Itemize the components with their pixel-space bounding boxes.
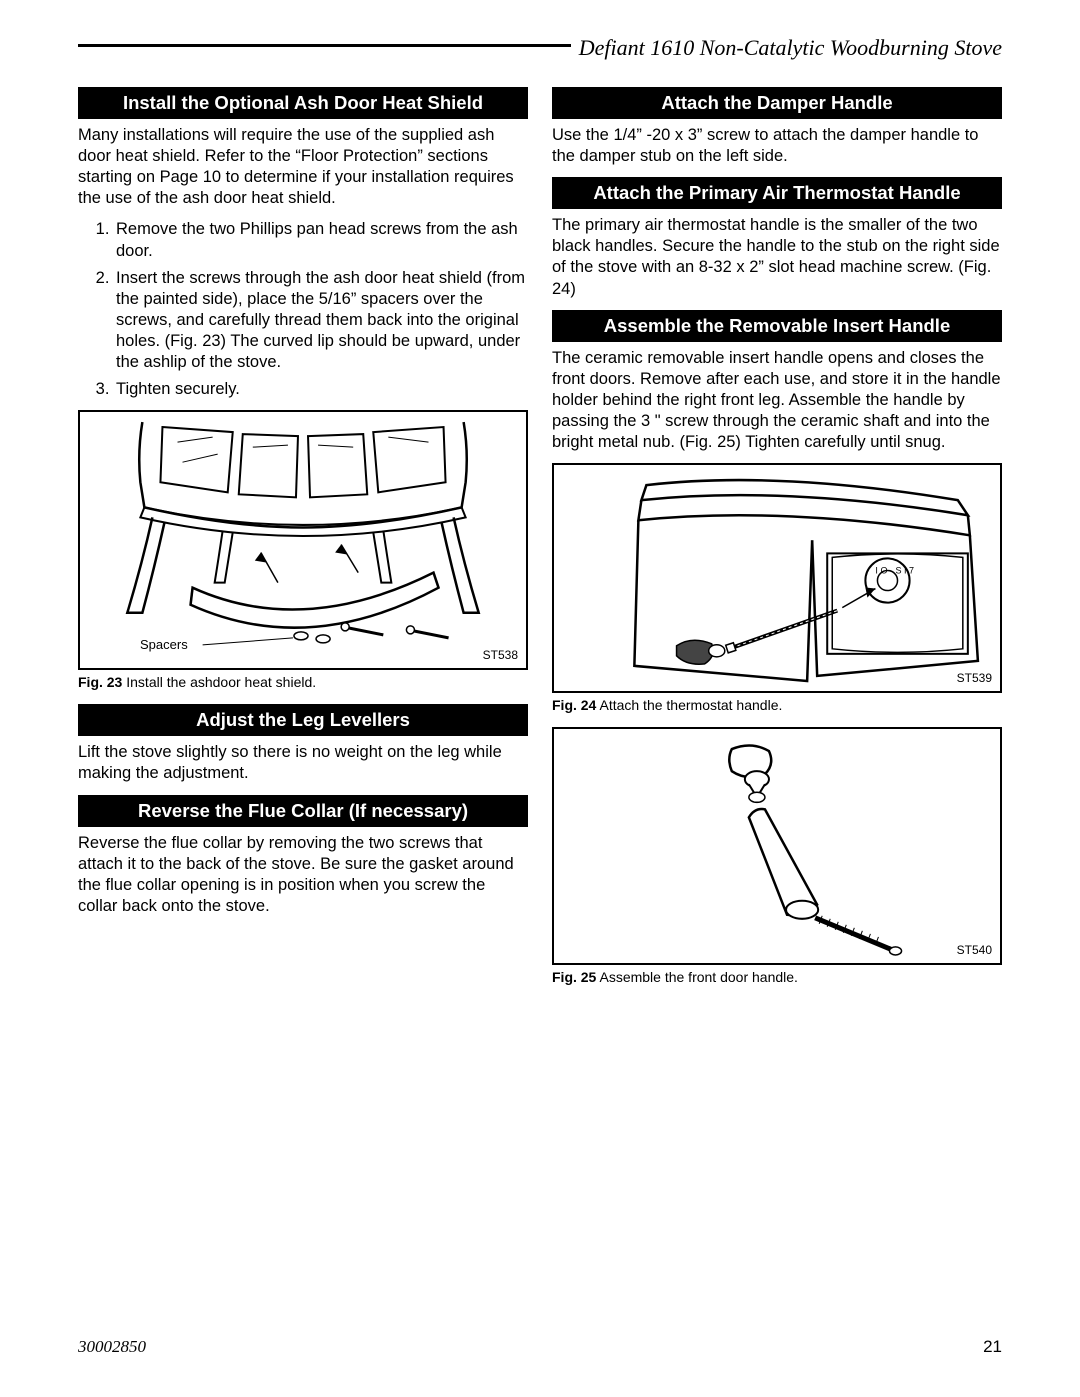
heading-damper-handle: Attach the Damper Handle [552, 87, 1002, 119]
fig25-caption-text: Assemble the front door handle. [596, 969, 798, 985]
heading-insert-handle: Assemble the Removable Insert Handle [552, 310, 1002, 342]
left-column: Install the Optional Ash Door Heat Shiel… [78, 87, 528, 999]
fig24-caption: Fig. 24 Attach the thermostat handle. [552, 697, 1002, 713]
fig24-caption-text: Attach the thermostat handle. [596, 697, 782, 713]
header-title: Defiant 1610 Non-Catalytic Woodburning S… [571, 35, 1002, 61]
step-3: Tighten securely. [114, 379, 528, 400]
step-1: Remove the two Phillips pan head screws … [114, 219, 528, 261]
text-insert-handle: The ceramic removable insert handle open… [552, 348, 1002, 454]
fig24-code: ST539 [957, 671, 992, 685]
fig25-code: ST540 [957, 943, 992, 957]
fig25-caption-bold: Fig. 25 [552, 969, 596, 985]
heading-leg-levellers: Adjust the Leg Levellers [78, 704, 528, 736]
steps-heat-shield: Remove the two Phillips pan head screws … [78, 219, 528, 400]
right-column: Attach the Damper Handle Use the 1/4” -2… [552, 87, 1002, 999]
fig23-caption-text: Install the ashdoor heat shield. [122, 674, 316, 690]
fig23-caption: Fig. 23 Install the ashdoor heat shield. [78, 674, 528, 690]
text-damper-handle: Use the 1/4” -20 x 3” screw to attach th… [552, 125, 1002, 167]
fig25-caption: Fig. 25 Assemble the front door handle. [552, 969, 1002, 985]
heading-install-heat-shield: Install the Optional Ash Door Heat Shiel… [78, 87, 528, 119]
figure-24-box: I O · S I 7 ST539 [552, 463, 1002, 693]
step-2: Insert the screws through the ash door h… [114, 268, 528, 374]
fig23-caption-bold: Fig. 23 [78, 674, 122, 690]
figure-23-illustration [80, 412, 526, 668]
figure-23-box: Spacers ST538 [78, 410, 528, 670]
fig24-caption-bold: Fig. 24 [552, 697, 596, 713]
text-flue-collar: Reverse the flue collar by removing the … [78, 833, 528, 917]
fig23-spacers-label: Spacers [140, 637, 188, 652]
text-leg-levellers: Lift the stove slightly so there is no w… [78, 742, 528, 784]
figure-24-illustration: I O · S I 7 [554, 465, 1000, 691]
text-thermostat-handle: The primary air thermostat handle is the… [552, 215, 1002, 299]
heading-thermostat-handle: Attach the Primary Air Thermostat Handle [552, 177, 1002, 209]
page-footer: 30002850 21 [78, 1337, 1002, 1357]
intro-heat-shield: Many installations will require the use … [78, 125, 528, 209]
content-columns: Install the Optional Ash Door Heat Shiel… [78, 87, 1002, 999]
svg-text:I O · S I 7: I O · S I 7 [875, 566, 914, 576]
footer-docnum: 30002850 [78, 1337, 146, 1357]
fig23-code: ST538 [483, 648, 518, 662]
header-rule: Defiant 1610 Non-Catalytic Woodburning S… [78, 44, 1002, 47]
heading-flue-collar: Reverse the Flue Collar (If necessary) [78, 795, 528, 827]
footer-pagenum: 21 [983, 1337, 1002, 1357]
figure-25-box: ST540 [552, 727, 1002, 965]
figure-25-illustration [554, 729, 1000, 963]
